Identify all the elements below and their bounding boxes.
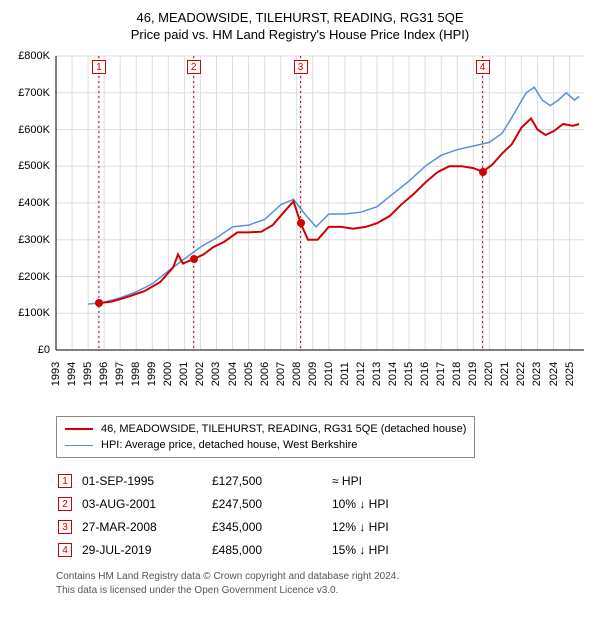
y-tick-label: £0 <box>10 344 50 356</box>
x-tick-label: 2015 <box>403 362 415 386</box>
table-row: 4 29-JUL-2019£485,00015% ↓ HPI <box>58 539 397 560</box>
table-row: 2 03-AUG-2001£247,50010% ↓ HPI <box>58 493 397 514</box>
x-tick-label: 2008 <box>291 362 303 386</box>
sale-date: 03-AUG-2001 <box>82 493 210 514</box>
x-tick-label: 2018 <box>451 362 463 386</box>
sale-marker: 4 <box>476 60 490 74</box>
sale-marker: 1 <box>92 60 106 74</box>
sales-table: 1 01-SEP-1995£127,500≈ HPI 2 03-AUG-2001£24… <box>56 468 399 562</box>
x-tick-label: 2004 <box>227 362 239 386</box>
legend-row: HPI: Average price, detached house, West… <box>65 437 466 453</box>
sale-marker-icon: 4 <box>58 543 72 557</box>
sale-price: £485,000 <box>212 539 330 560</box>
y-tick-label: £800K <box>10 50 50 62</box>
x-tick-label: 2010 <box>323 362 335 386</box>
sale-marker: 3 <box>294 60 308 74</box>
x-tick-label: 1993 <box>50 362 62 386</box>
y-tick-label: £600K <box>10 124 50 136</box>
x-tick-label: 2001 <box>178 362 190 386</box>
x-tick-label: 1998 <box>130 362 142 386</box>
y-tick-label: £300K <box>10 234 50 246</box>
x-tick-label: 2006 <box>259 362 271 386</box>
x-tick-label: 2021 <box>499 362 511 386</box>
sale-date: 01-SEP-1995 <box>82 470 210 491</box>
x-tick-label: 2012 <box>355 362 367 386</box>
sale-price: £345,000 <box>212 516 330 537</box>
sale-delta: ≈ HPI <box>332 470 397 491</box>
sale-marker-icon: 3 <box>58 520 72 534</box>
subtitle: Price paid vs. HM Land Registry's House … <box>10 27 590 42</box>
x-tick-label: 2005 <box>243 362 255 386</box>
table-row: 1 01-SEP-1995£127,500≈ HPI <box>58 470 397 491</box>
footer: Contains HM Land Registry data © Crown c… <box>56 570 590 597</box>
x-tick-label: 2016 <box>419 362 431 386</box>
sale-delta: 12% ↓ HPI <box>332 516 397 537</box>
y-tick-label: £500K <box>10 160 50 172</box>
sale-dot <box>190 255 198 263</box>
address-title: 46, MEADOWSIDE, TILEHURST, READING, RG31… <box>10 10 590 25</box>
legend-label-red: 46, MEADOWSIDE, TILEHURST, READING, RG31… <box>101 423 466 435</box>
x-tick-label: 2011 <box>339 362 351 386</box>
sale-date: 29-JUL-2019 <box>82 539 210 560</box>
table-row: 3 27-MAR-2008£345,00012% ↓ HPI <box>58 516 397 537</box>
x-tick-label: 2024 <box>548 362 560 386</box>
sale-date: 27-MAR-2008 <box>82 516 210 537</box>
x-tick-label: 2009 <box>307 362 319 386</box>
sale-marker: 2 <box>187 60 201 74</box>
sale-price: £247,500 <box>212 493 330 514</box>
x-tick-label: 2014 <box>387 362 399 386</box>
sale-delta: 15% ↓ HPI <box>332 539 397 560</box>
sale-marker-icon: 2 <box>58 497 72 511</box>
legend-label-blue: HPI: Average price, detached house, West… <box>101 439 357 451</box>
y-tick-label: £700K <box>10 87 50 99</box>
x-tick-label: 1995 <box>82 362 94 386</box>
legend-swatch-blue <box>65 445 93 446</box>
x-tick-label: 2003 <box>210 362 222 386</box>
chart-container: 46, MEADOWSIDE, TILEHURST, READING, RG31… <box>0 0 600 601</box>
sale-price: £127,500 <box>212 470 330 491</box>
x-tick-label: 1999 <box>146 362 158 386</box>
plot-area: £0 £100K £200K £300K £400K £500K £600K £700K £80… <box>10 50 590 410</box>
y-tick-label: £200K <box>10 271 50 283</box>
x-tick-label: 2013 <box>371 362 383 386</box>
sale-dot <box>297 219 305 227</box>
legend-row: 46, MEADOWSIDE, TILEHURST, READING, RG31… <box>65 421 466 437</box>
x-tick-label: 2020 <box>483 362 495 386</box>
legend: 46, MEADOWSIDE, TILEHURST, READING, RG31… <box>56 416 475 458</box>
y-tick-label: £100K <box>10 307 50 319</box>
sale-marker-icon: 1 <box>58 474 72 488</box>
x-tick-label: 1994 <box>66 362 78 386</box>
x-tick-label: 2017 <box>435 362 447 386</box>
footer-line2: This data is licensed under the Open Gov… <box>56 584 590 598</box>
x-tick-label: 2002 <box>194 362 206 386</box>
footer-line1: Contains HM Land Registry data © Crown c… <box>56 570 590 584</box>
chart-svg <box>10 50 590 380</box>
sale-dot <box>95 299 103 307</box>
x-tick-label: 2000 <box>162 362 174 386</box>
legend-swatch-red <box>65 428 93 430</box>
x-tick-label: 2022 <box>515 362 527 386</box>
x-tick-label: 2023 <box>531 362 543 386</box>
x-tick-label: 2007 <box>275 362 287 386</box>
x-tick-label: 2019 <box>467 362 479 386</box>
titles: 46, MEADOWSIDE, TILEHURST, READING, RG31… <box>10 10 590 42</box>
sale-dot <box>479 168 487 176</box>
x-tick-label: 1996 <box>98 362 110 386</box>
x-tick-label: 1997 <box>114 362 126 386</box>
sale-delta: 10% ↓ HPI <box>332 493 397 514</box>
x-tick-label: 2025 <box>564 362 576 386</box>
y-tick-label: £400K <box>10 197 50 209</box>
